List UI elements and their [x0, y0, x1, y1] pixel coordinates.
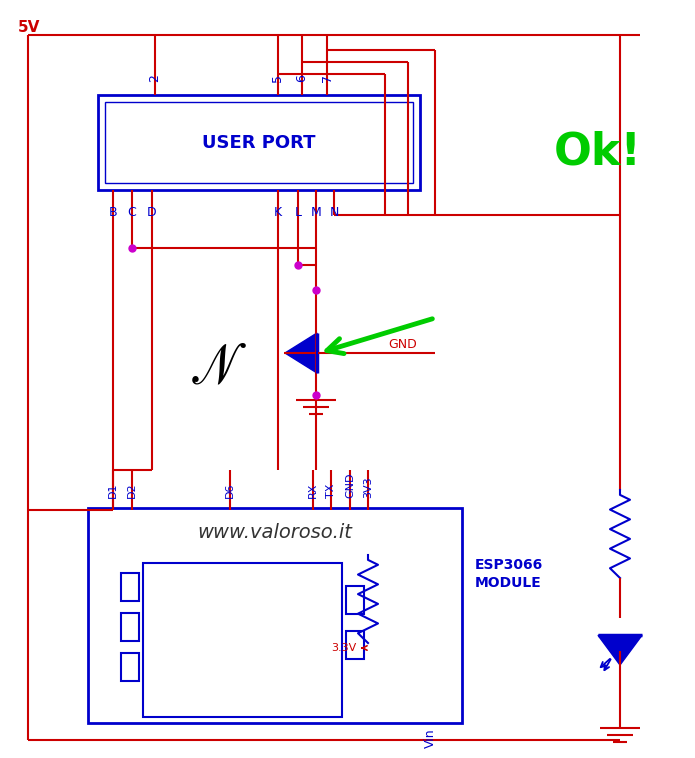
Text: USER PORT: USER PORT	[202, 133, 316, 152]
Bar	[121, 613, 139, 641]
Polygon shape	[598, 635, 642, 665]
Text: 2: 2	[149, 74, 161, 82]
Text: C: C	[128, 205, 136, 218]
Text: ESP3066: ESP3066	[475, 558, 543, 572]
Text: MODULE: MODULE	[475, 576, 541, 590]
Text: D1: D1	[108, 483, 118, 498]
Text: 3V3: 3V3	[363, 476, 373, 498]
Text: M: M	[311, 205, 321, 218]
Text: 3.3V: 3.3V	[331, 643, 356, 653]
Text: GND: GND	[388, 339, 417, 352]
Text: K: K	[274, 205, 282, 218]
Text: GND: GND	[345, 472, 355, 498]
Bar	[121, 653, 139, 681]
Polygon shape	[285, 333, 317, 373]
Bar	[143, 563, 342, 717]
Text: Vin: Vin	[423, 728, 436, 748]
Bar	[105, 102, 413, 183]
Text: TX: TX	[326, 484, 336, 498]
Bar	[98, 95, 420, 190]
Bar	[88, 508, 462, 723]
Text: D6: D6	[225, 483, 235, 498]
Text: 5V: 5V	[18, 20, 40, 36]
Bar	[121, 573, 139, 601]
Text: 6: 6	[295, 74, 309, 82]
Text: D: D	[147, 205, 157, 218]
Text: www.valoroso.it: www.valoroso.it	[197, 522, 352, 541]
Text: $\mathscr{N}$: $\mathscr{N}$	[189, 340, 247, 396]
Bar	[346, 631, 364, 659]
Text: 7: 7	[320, 74, 334, 82]
Bar	[346, 586, 364, 614]
Text: D2: D2	[127, 482, 137, 498]
Text: L: L	[295, 205, 302, 218]
Text: N: N	[329, 205, 338, 218]
Text: B: B	[108, 205, 117, 218]
Text: 5: 5	[272, 74, 284, 82]
Text: RX: RX	[308, 483, 318, 498]
Text: Ok!: Ok!	[554, 130, 642, 174]
